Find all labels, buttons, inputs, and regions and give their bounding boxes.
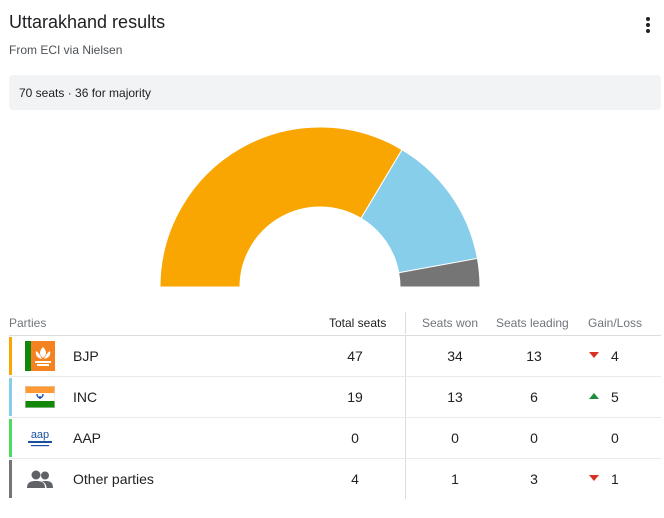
gain-loss-value: 1 [611,471,619,487]
inc-flag-logo [25,386,55,408]
gain-loss-cell: 1 [587,471,647,489]
results-half-donut-chart [159,126,481,288]
gain-loss-value: 5 [611,389,619,405]
total-seats-value: 47 [347,348,363,364]
arrow-down-icon [589,352,599,358]
header-total-seats[interactable]: Total seats [329,316,387,330]
table-row[interactable]: BJP 47 34 13 4 [9,336,661,377]
arrow-down-icon [589,475,599,481]
seats-leading-value: 3 [530,471,538,487]
total-seats-value: 4 [351,471,359,487]
party-name: Other parties [73,471,154,487]
bjp-lotus-logo [25,341,55,371]
table-row[interactable]: INC 19 13 6 5 [9,377,661,418]
table-header: Parties Total seats Seats won Seats lead… [9,310,661,336]
header-seats-leading[interactable]: Seats leading [496,316,569,330]
table-row[interactable]: aap AAP 0 0 0 0 [9,418,661,459]
source-label: From ECI via Nielsen [9,43,123,57]
gain-loss-cell: 0 [587,430,647,448]
seats-won-value: 13 [447,389,463,405]
table-row[interactable]: Other parties 4 1 3 1 [9,459,661,499]
chart-slice-bjp[interactable] [159,126,403,288]
seats-info-text: 70 seats · 36 for majority [19,86,152,100]
total-seats-value: 0 [351,430,359,446]
total-seats-value: 19 [347,389,363,405]
chart-slice-other-parties[interactable] [398,257,481,288]
arrow-up-icon [589,393,599,399]
gain-loss-cell: 5 [587,389,647,407]
party-color-bar [9,378,12,416]
gain-loss-cell: 4 [587,348,647,366]
header-gain-loss[interactable]: Gain/Loss [588,316,643,330]
gain-loss-value: 0 [611,430,619,446]
aap-logo: aap [28,429,52,447]
party-color-bar [9,419,12,457]
seats-won-value: 34 [447,348,463,364]
header-parties: Parties [9,316,47,330]
svg-text:aap: aap [31,429,49,441]
results-table: Parties Total seats Seats won Seats lead… [9,310,661,499]
party-color-bar [9,337,12,375]
seats-won-value: 0 [451,430,459,446]
gain-loss-value: 4 [611,348,619,364]
seats-leading-value: 6 [530,389,538,405]
party-name: AAP [73,430,102,446]
seats-leading-value: 0 [530,430,538,446]
page-title: Uttarakhand results [9,12,166,32]
more-vert-icon [646,17,650,21]
seats-won-value: 1 [451,471,459,487]
seats-leading-value: 13 [526,348,542,364]
party-color-bar [9,460,12,498]
people-icon [27,470,53,488]
seats-info-bar: 70 seats · 36 for majority [9,75,661,110]
party-name: INC [73,389,98,405]
header-seats-won[interactable]: Seats won [422,316,479,330]
party-name: BJP [73,348,99,364]
more-options-button[interactable] [640,14,656,36]
